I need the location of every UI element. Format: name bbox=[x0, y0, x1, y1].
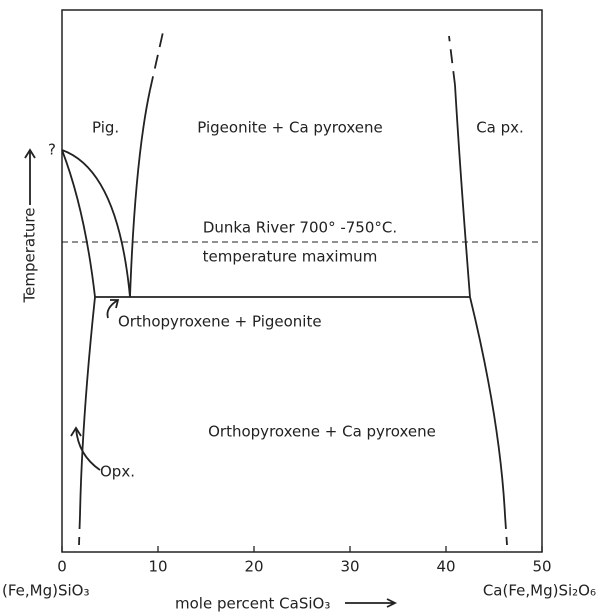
ca-px-boundary bbox=[454, 84, 471, 298]
x-tick-label: 20 bbox=[244, 558, 263, 576]
x-tick-label: 50 bbox=[532, 558, 551, 576]
arrow bbox=[70, 426, 101, 471]
x-axis-label: mole percent CaSiO₃ bbox=[175, 595, 330, 613]
x-tick-label: 30 bbox=[340, 558, 359, 576]
pigeonite-boundary bbox=[129, 89, 151, 298]
right-end-label: Ca(Fe,Mg)Si₂O₆ bbox=[483, 582, 596, 600]
arrow bbox=[106, 299, 120, 319]
opx-solvus bbox=[61, 149, 96, 298]
label: Opx. bbox=[100, 463, 135, 481]
label: temperature maximum bbox=[203, 248, 378, 266]
label: Pig. bbox=[92, 119, 119, 137]
label: Dunka River 700° -750°C. bbox=[203, 219, 397, 237]
label: Orthopyroxene + Ca pyroxene bbox=[208, 423, 436, 441]
pigeonite-boundary-dashed bbox=[149, 31, 164, 91]
pigeonite-solvus bbox=[61, 149, 131, 298]
x-tick-label: 0 bbox=[57, 558, 67, 576]
x-tick-label: 40 bbox=[436, 558, 455, 576]
x-tick-label: 10 bbox=[148, 558, 167, 576]
ca-px-lower-boundary bbox=[469, 296, 506, 516]
left-end-label: (Fe,Mg)SiO₃ bbox=[2, 582, 89, 600]
label: ? bbox=[48, 141, 56, 159]
label: Ca px. bbox=[476, 119, 524, 137]
ca-px-lower-dashed bbox=[504, 514, 508, 546]
plot-frame bbox=[61, 9, 543, 553]
y-arrow bbox=[24, 148, 36, 205]
ca-px-boundary-dashed bbox=[448, 35, 456, 86]
opx-boundary-dashed bbox=[78, 514, 81, 546]
label: Pigeonite + Ca pyroxene bbox=[197, 119, 382, 137]
y-axis-label: Temperature bbox=[21, 207, 39, 303]
opx-boundary bbox=[79, 296, 96, 516]
x-arrow bbox=[345, 598, 398, 608]
label: Orthopyroxene + Pigeonite bbox=[118, 313, 322, 331]
